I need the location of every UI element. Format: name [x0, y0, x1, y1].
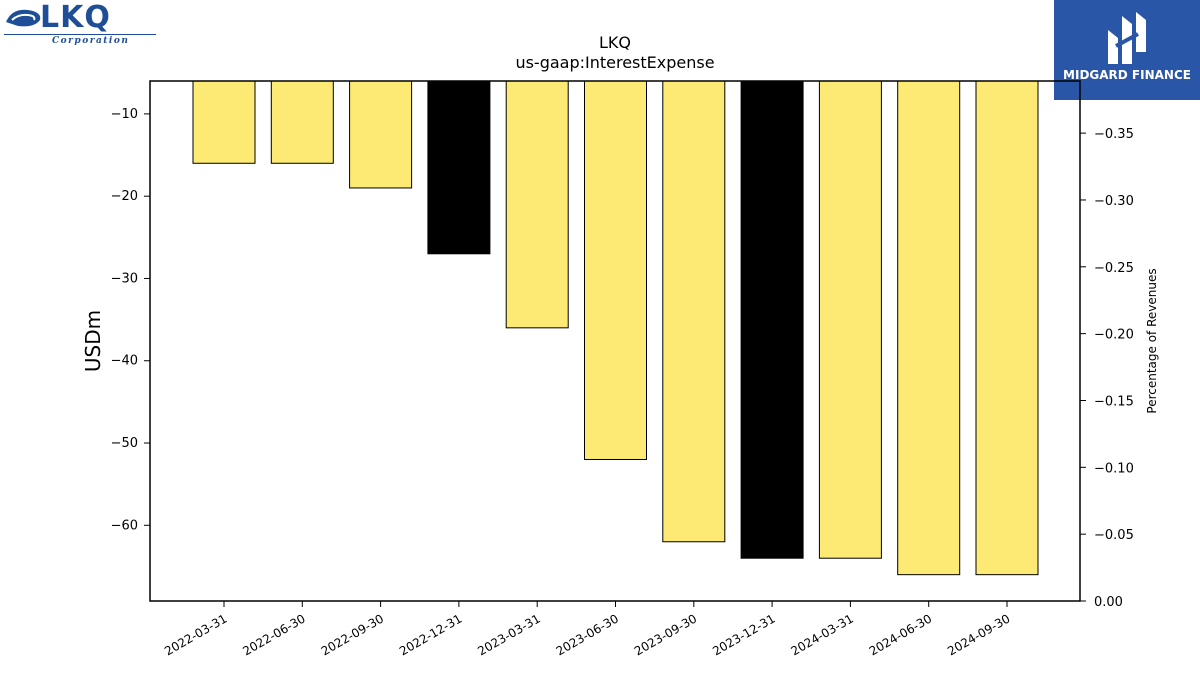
- y-tick-label: −10: [111, 107, 138, 122]
- chart-title: LKQ: [599, 33, 631, 52]
- lkq-emblem-icon: [6, 9, 41, 27]
- right-axis: 0.00 −0.05 −0.10 −0.15 −0.20 −0.25 −0.30 −0.35: [1080, 127, 1134, 610]
- y2-tick-label: −0.25: [1094, 261, 1134, 276]
- x-tick-label: 2023-03-31: [475, 611, 542, 658]
- y2-tick-label: −0.35: [1094, 127, 1134, 142]
- left-axis: −10 −20 −30 −40 −50 −60: [111, 107, 150, 533]
- x-tick-label: 2023-06-30: [554, 611, 621, 658]
- y-tick-label: −30: [111, 271, 138, 286]
- midgard-finance-logo: MIDGARD FINANCE: [1054, 0, 1200, 100]
- x-tick-label: 2022-09-30: [319, 611, 386, 658]
- lkq-rule: [4, 34, 156, 35]
- chart-subtitle: us-gaap:InterestExpense: [515, 53, 714, 72]
- y-tick-label: −60: [111, 518, 138, 533]
- bar-2022-09-30: [349, 80, 413, 189]
- lkq-tagline: Corporation: [52, 36, 130, 46]
- x-tick-label: 2022-03-31: [162, 611, 229, 658]
- x-axis: 2022-03-31 2022-06-30 2022-09-30 2022-12-31…: [162, 601, 1013, 658]
- y-axis-label: USDm: [81, 310, 105, 372]
- x-tick-label: 2023-09-30: [632, 611, 699, 658]
- bar-2024-03-31: [818, 80, 882, 559]
- lkq-logo: LKQ Corporation: [4, 0, 158, 48]
- bar-2024-06-30: [897, 80, 961, 576]
- bar-2022-12-31: [427, 80, 491, 255]
- y2-tick-label: −0.15: [1094, 394, 1134, 409]
- x-tick-label: 2024-03-31: [788, 611, 855, 658]
- y2-tick-label: −0.30: [1094, 194, 1134, 209]
- midgard-emblem-icon: [1108, 12, 1146, 64]
- x-tick-label: 2022-06-30: [240, 611, 307, 658]
- bar-2022-06-30: [270, 80, 334, 164]
- y-tick-label: −20: [111, 189, 138, 204]
- x-tick-label: 2023-12-31: [710, 611, 777, 658]
- bar-2022-03-31: [192, 80, 256, 164]
- x-tick-label: 2022-12-31: [397, 611, 464, 658]
- y2-tick-label: −0.05: [1094, 528, 1134, 543]
- x-tick-label: 2024-06-30: [867, 611, 934, 658]
- bar-2023-09-30: [662, 80, 726, 543]
- y2-tick-label: −0.20: [1094, 328, 1134, 343]
- bar-2024-09-30: [975, 80, 1039, 576]
- bar-2023-03-31: [505, 80, 569, 329]
- midgard-name: MIDGARD FINANCE: [1063, 68, 1191, 82]
- bar-2023-06-30: [584, 80, 647, 460]
- y2-tick-label: −0.10: [1094, 461, 1134, 476]
- y2-tick-label: 0.00: [1094, 595, 1123, 610]
- right-axis-label: Percentage of Revenues: [1145, 268, 1159, 413]
- bars-group: [192, 80, 1039, 576]
- lkq-wordmark: LKQ: [40, 0, 111, 35]
- y-tick-label: −50: [111, 436, 138, 451]
- bar-2023-12-31: [740, 80, 804, 559]
- x-tick-label: 2024-09-30: [945, 611, 1012, 658]
- y-tick-label: −40: [111, 354, 138, 369]
